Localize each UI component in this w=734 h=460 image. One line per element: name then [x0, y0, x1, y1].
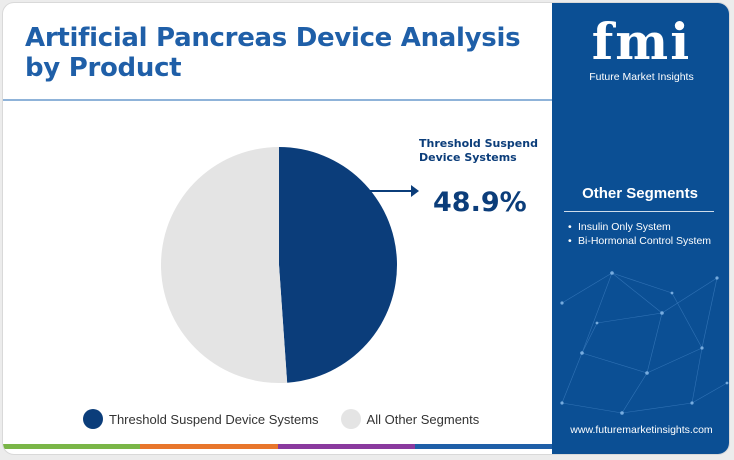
legend-item-other-segments: All Other Segments — [340, 409, 480, 429]
strip-segment — [414, 444, 552, 449]
pie-slices — [160, 146, 397, 383]
segments-divider — [564, 211, 714, 212]
strip-segment — [277, 444, 415, 449]
strip-segment — [3, 444, 141, 449]
pie-slice-threshold-suspend-device-systems — [279, 147, 397, 383]
logo-mark: fmi — [591, 12, 692, 71]
website-url: www.futuremarketinsights.com — [570, 424, 713, 436]
fmi-logo: fmi Future Market Insights — [552, 12, 729, 84]
other-segments-heading: Other Segments — [582, 185, 698, 202]
legend-swatch — [340, 409, 361, 429]
segment-item-bi-hormonal: Bi-Hormonal Control System — [566, 235, 716, 248]
pie-slice-all-other-segments — [160, 146, 288, 383]
chart-legend: Threshold Suspend Device Systems All Oth… — [83, 409, 501, 429]
strip-segment — [140, 444, 278, 449]
network-pattern-graphic — [560, 271, 729, 415]
callout-label: Threshold Suspend Device Systems — [419, 137, 539, 165]
pie-chart — [160, 146, 419, 383]
other-segments-list: Insulin Only System Bi-Hormonal Control … — [566, 221, 716, 249]
side-panel: fmi Future Market Insights Other Segment… — [552, 3, 729, 454]
callout-label-line-2: Device Systems — [419, 151, 517, 164]
page-title: Artificial Pancreas Device Analysis by P… — [25, 23, 545, 83]
infographic-card: Artificial Pancreas Device Analysis by P… — [2, 2, 730, 455]
title-line-1: Artificial Pancreas Device Analysis — [25, 23, 521, 53]
title-divider — [3, 99, 552, 101]
legend-label: Threshold Suspend Device Systems — [109, 411, 319, 427]
title-line-2: by Product — [25, 53, 182, 83]
bottom-color-strip — [3, 444, 552, 449]
logo-subtitle: Future Market Insights — [589, 71, 694, 83]
segment-item-insulin-only: Insulin Only System — [566, 221, 716, 234]
legend-label: All Other Segments — [366, 411, 480, 427]
callout-value: 48.9% — [433, 187, 527, 218]
callout-label-line-1: Threshold Suspend — [419, 137, 538, 150]
legend-item-threshold-suspend: Threshold Suspend Device Systems — [83, 409, 319, 429]
legend-swatch — [83, 409, 103, 429]
callout-arrow — [369, 185, 419, 197]
